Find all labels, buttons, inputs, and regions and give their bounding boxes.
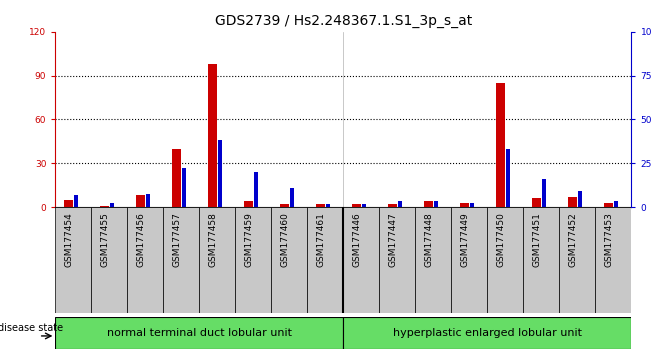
Bar [470,203,474,207]
Bar [542,179,546,207]
Bar [596,207,631,313]
Text: GSM177446: GSM177446 [352,212,361,267]
Text: hyperplastic enlarged lobular unit: hyperplastic enlarged lobular unit [393,328,582,338]
Text: GSM177454: GSM177454 [64,212,74,267]
Bar [146,194,150,207]
Text: GSM177451: GSM177451 [533,212,542,267]
Bar [136,195,145,207]
Bar [290,188,294,207]
Title: GDS2739 / Hs2.248367.1.S1_3p_s_at: GDS2739 / Hs2.248367.1.S1_3p_s_at [215,14,472,28]
Bar [362,204,366,207]
Bar [280,204,289,207]
Bar [91,207,128,313]
Bar [172,149,181,207]
Bar [424,201,433,207]
Bar [163,207,199,313]
Bar [559,207,596,313]
Bar [182,168,186,207]
Bar [254,172,258,207]
Bar [236,207,271,313]
Bar [380,207,415,313]
Text: GSM177447: GSM177447 [389,212,397,267]
Bar [217,140,222,207]
Bar [110,203,114,207]
Bar [271,207,307,313]
Bar [55,207,91,313]
Text: GSM177449: GSM177449 [460,212,469,267]
Bar [326,204,330,207]
Bar [578,191,582,207]
Bar [568,197,577,207]
Text: normal terminal duct lobular unit: normal terminal duct lobular unit [107,328,292,338]
Bar [244,201,253,207]
Bar [532,198,541,207]
Text: disease state: disease state [0,323,63,333]
Bar [128,207,163,313]
Bar [398,201,402,207]
Bar [506,149,510,207]
Bar [415,207,451,313]
Text: GSM177457: GSM177457 [173,212,182,267]
Bar [55,317,344,349]
Text: GSM177455: GSM177455 [100,212,109,267]
Text: GSM177459: GSM177459 [244,212,253,267]
Text: GSM177450: GSM177450 [497,212,505,267]
Bar [352,204,361,207]
Bar [64,200,73,207]
Text: GSM177448: GSM177448 [424,212,434,267]
Text: GSM177461: GSM177461 [316,212,326,267]
Bar [388,204,397,207]
Text: GSM177452: GSM177452 [568,212,577,267]
Bar [307,207,344,313]
Bar [451,207,488,313]
Bar [74,195,78,207]
Bar [208,64,217,207]
Bar [496,83,505,207]
Bar [523,207,559,313]
Bar [100,206,109,207]
Bar [344,317,631,349]
Text: GSM177458: GSM177458 [208,212,217,267]
Text: GSM177460: GSM177460 [281,212,290,267]
Bar [460,203,469,207]
Bar [604,203,613,207]
Bar [199,207,236,313]
Bar [488,207,523,313]
Bar [614,201,618,207]
Bar [316,204,325,207]
Bar [434,201,438,207]
Text: GSM177453: GSM177453 [605,212,613,267]
Bar [344,207,380,313]
Text: GSM177456: GSM177456 [136,212,145,267]
